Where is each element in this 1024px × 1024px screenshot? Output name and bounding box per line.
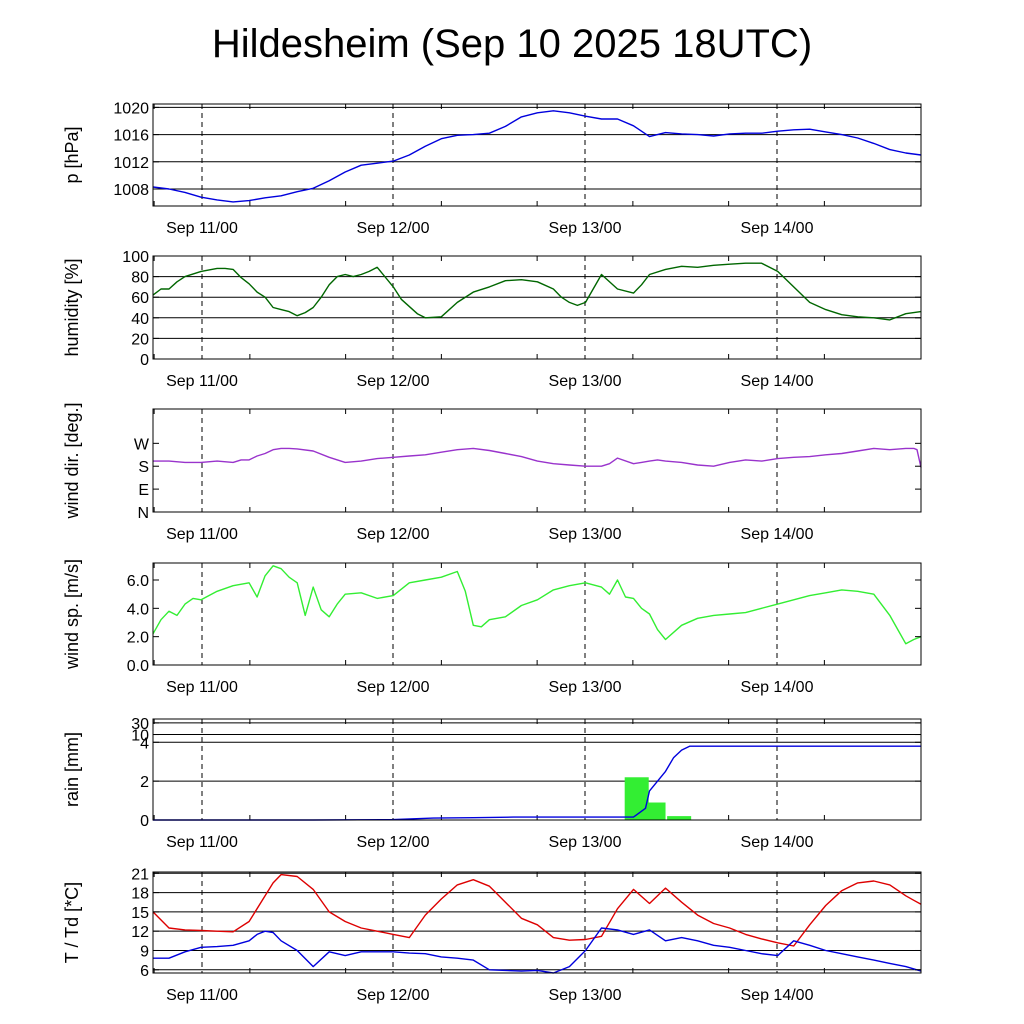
y-tick-label: 100 [122,249,149,266]
y-tick-label: 30 [131,716,149,733]
x-tick-label: Sep 12/00 [357,220,430,237]
panel-frame [152,408,922,513]
y-tick-label: 20 [131,331,149,348]
y-tick-label: 2.0 [127,630,149,647]
y-tick-label: 21 [131,866,149,883]
y-tick-label: 9 [140,943,149,960]
y-tick-label: 15 [131,905,149,922]
x-tick-label: Sep 11/00 [166,526,238,543]
x-tick-label: Sep 14/00 [741,220,814,237]
x-tick-label: Sep 14/00 [741,526,814,543]
x-tick-label: Sep 11/00 [166,220,238,237]
series-line-T [152,873,922,947]
y-tick-label: 12 [131,924,149,941]
series-line-1 [152,262,922,321]
y-tick-label: 1008 [113,182,149,199]
panel-1: 1008 1012 1016 1020 p [hPa] Sep 11/00 Sep 12/0… [62,100,922,237]
x-tick-label: Sep 14/00 [741,834,814,851]
panel-4: 0.0 2.0 4.0 6.0 wind sp. [m/s] Sep 11/00 Sep 1… [62,559,922,696]
y-axis-label: wind sp. [m/s] [62,559,82,670]
panel-6: 6 9 12 15 18 21 T / Td [*C] Sep 11/00 Sep 12/00 S… [62,866,922,1004]
x-tick-label: Sep 13/00 [549,373,622,390]
y-tick-label: 0 [140,352,149,369]
y-tick-label: 2 [140,774,149,791]
x-tick-label: Sep 14/00 [741,373,814,390]
y-axis-label: T / Td [*C] [62,882,82,963]
y-tick-label: 60 [131,290,149,307]
y-tick-label: 1012 [113,155,149,172]
y-tick-label: 1020 [113,100,149,117]
panel-frame [152,871,922,974]
panel-frame [152,562,922,666]
y-tick-label: E [138,482,149,499]
y-axis-label: humidity [%] [62,258,82,356]
y-tick-label: W [134,436,150,453]
y-tick-label: N [137,505,149,522]
x-tick-label: Sep 13/00 [549,679,622,696]
series-line-1 [153,447,922,468]
y-tick-label: 4 [140,735,149,752]
y-axis-label: rain [mm] [62,732,82,807]
x-tick-label: Sep 13/00 [549,987,622,1004]
x-tick-label: Sep 14/00 [741,679,814,696]
x-tick-label: Sep 13/00 [549,834,622,851]
y-axis-label: wind dir. [deg.] [62,402,82,519]
y-tick-label: 6 [140,963,149,980]
x-tick-label: Sep 12/00 [357,679,430,696]
x-tick-label: Sep 12/00 [357,526,430,543]
panel-frame [152,255,922,360]
y-tick-label: 1016 [113,128,149,145]
series-line-Td [153,927,922,974]
y-tick-label: 4.0 [127,601,149,618]
panel-2: 0 20 40 60 80 100 humidity [%] Sep 11/00 Sep 12/… [62,249,922,390]
y-tick-label: 10 [131,728,149,745]
y-tick-label: 18 [131,886,149,903]
y-tick-label: 40 [131,311,149,328]
x-tick-label: Sep 11/00 [166,834,238,851]
panel-frame [152,718,922,821]
y-tick-label: 80 [131,270,149,287]
x-tick-label: Sep 12/00 [357,987,430,1004]
y-axis-label: p [hPa] [62,126,82,183]
x-tick-label: Sep 12/00 [357,373,430,390]
panel-frame [152,103,922,207]
series-line-1 [152,110,922,203]
chart-title: Hildesheim (Sep 10 2025 18UTC) [211,22,813,66]
series-line-1 [152,565,922,645]
x-tick-label: Sep 13/00 [549,526,622,543]
y-tick-label: 0 [140,813,149,830]
series-line-1 [153,745,921,821]
x-tick-label: Sep 11/00 [166,373,238,390]
x-tick-label: Sep 14/00 [741,987,814,1004]
x-tick-label: Sep 11/00 [166,679,238,696]
y-tick-label: 6.0 [127,573,149,590]
rain-bar [667,816,692,820]
y-tick-label: S [138,459,149,476]
y-tick-label: 0.0 [127,658,149,675]
rain-bar [641,802,666,820]
x-tick-label: Sep 13/00 [549,220,622,237]
x-tick-label: Sep 11/00 [166,987,238,1004]
x-tick-label: Sep 12/00 [357,834,430,851]
